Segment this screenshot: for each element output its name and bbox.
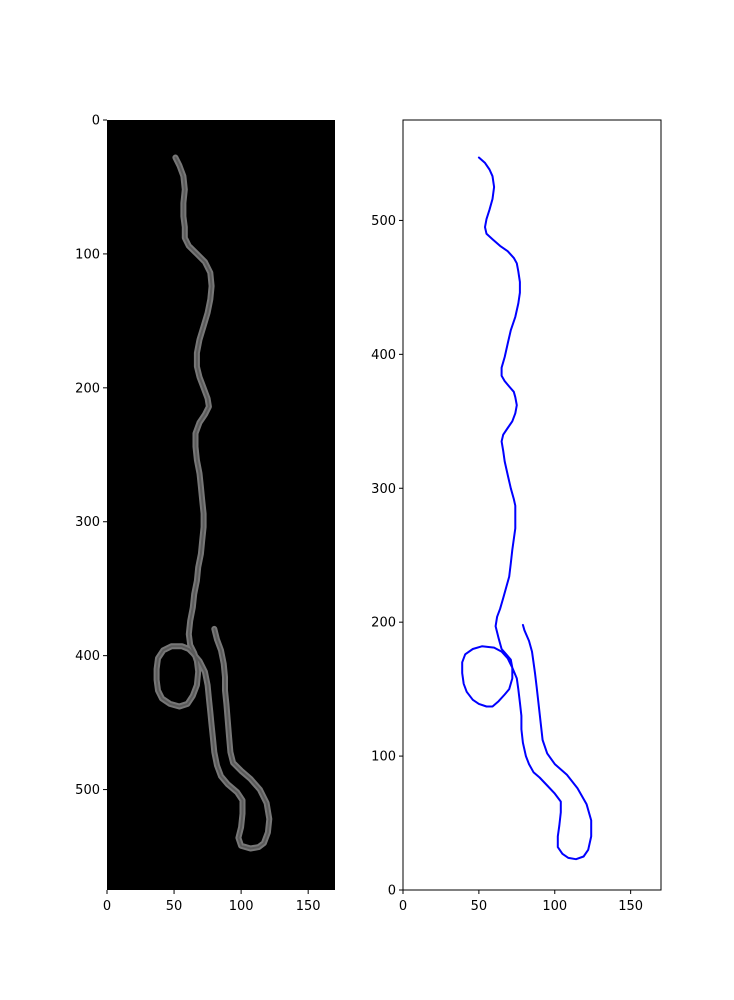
right-line-panel: 0 50 100 150 0 100 200 300 400 500 bbox=[371, 119, 662, 914]
plot-area bbox=[403, 120, 661, 890]
right-x-tick-label-50: 50 bbox=[471, 899, 488, 914]
left-x-tick-label-100: 100 bbox=[229, 899, 254, 914]
right-x-tick-label-0: 0 bbox=[399, 899, 407, 914]
image-stroke-core bbox=[155, 156, 271, 850]
left-y-ticks: 0 100 200 300 400 500 bbox=[75, 114, 107, 798]
right-y-tick-label-200: 200 bbox=[371, 616, 396, 631]
right-y-ticks: 0 100 200 300 400 500 bbox=[371, 214, 403, 899]
plot-frame bbox=[402, 119, 662, 891]
left-y-tick-label-300: 300 bbox=[75, 515, 100, 530]
left-y-tick-label-200: 200 bbox=[75, 381, 100, 396]
image-background bbox=[107, 120, 335, 890]
left-x-tick-label-0: 0 bbox=[103, 899, 111, 914]
left-x-tick-label-50: 50 bbox=[166, 899, 183, 914]
left-y-tick-label-100: 100 bbox=[75, 247, 100, 262]
data-line bbox=[461, 156, 593, 861]
left-image-panel: 0 50 100 150 0 100 200 300 400 500 bbox=[75, 114, 335, 914]
right-x-tick-label-150: 150 bbox=[618, 899, 643, 914]
right-x-ticks: 0 50 100 150 bbox=[399, 890, 643, 914]
left-y-tick-label-0: 0 bbox=[92, 114, 100, 129]
left-x-tick-label-150: 150 bbox=[296, 899, 321, 914]
right-y-tick-label-0: 0 bbox=[388, 884, 396, 899]
right-x-tick-label-100: 100 bbox=[542, 899, 567, 914]
left-x-ticks: 0 50 100 150 bbox=[103, 890, 321, 914]
right-y-tick-label-400: 400 bbox=[371, 348, 396, 363]
left-y-tick-label-400: 400 bbox=[75, 649, 100, 664]
right-y-tick-label-500: 500 bbox=[371, 214, 396, 229]
right-y-tick-label-100: 100 bbox=[371, 750, 396, 765]
right-y-tick-label-300: 300 bbox=[371, 482, 396, 497]
left-y-tick-label-500: 500 bbox=[75, 783, 100, 798]
